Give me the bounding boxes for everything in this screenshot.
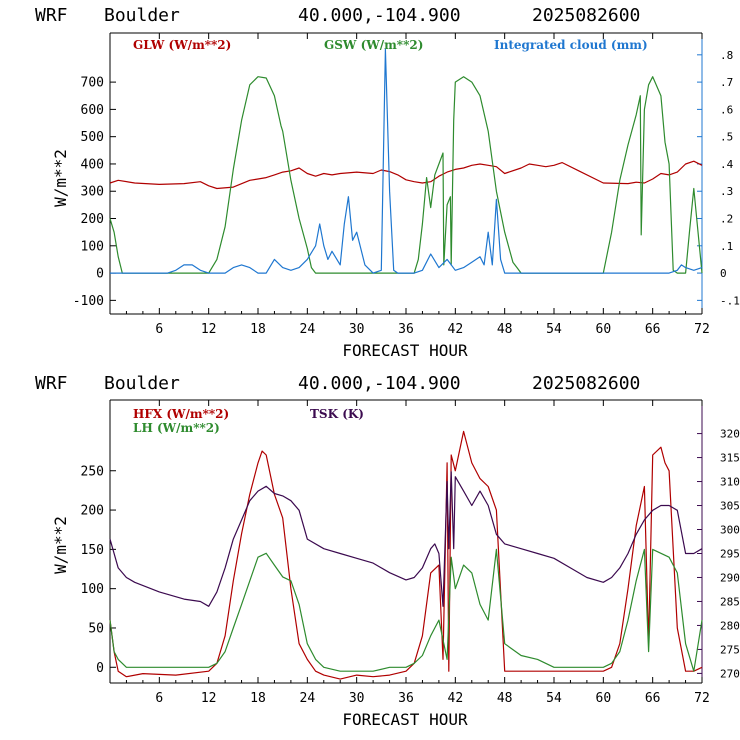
bottom-x-tick-label: 48	[497, 691, 513, 706]
top-right-tick-label: .6	[720, 103, 733, 116]
top-right-tick-label: .1	[720, 240, 733, 253]
bottom-series-b-line	[109, 548, 703, 672]
legend-gsw: GSW (W/m**2)	[324, 38, 423, 52]
bottom-init-label: 2025082600	[532, 373, 640, 394]
bottom-y-tick-label: 100	[81, 582, 104, 597]
bottom-series-c-line	[109, 471, 703, 607]
top-x-tick-label: 48	[497, 322, 513, 337]
top-x-tick-label: 24	[300, 322, 316, 337]
top-site-label: Boulder	[104, 5, 180, 26]
top-x-tick-label: 66	[645, 322, 661, 337]
bottom-y-tick-label: 250	[81, 464, 104, 479]
top-x-axis-label: FORECAST HOUR	[342, 341, 468, 360]
top-panel-header: WRF Boulder 40.000,-104.900 2025082600	[35, 5, 640, 26]
legend-glw: GLW (W/m**2)	[133, 38, 231, 52]
top-coords-label: 40.000,-104.900	[298, 5, 461, 26]
bottom-x-tick-label: 18	[250, 691, 266, 706]
top-x-tick-label: 42	[448, 322, 464, 337]
top-right-tick-label: -.1	[720, 294, 740, 307]
legend-hfx: HFX (W/m**2)	[133, 407, 229, 421]
top-y-tick-label: 500	[81, 130, 104, 145]
top-right-tick-label: .3	[720, 185, 733, 198]
bottom-x-tick-label: 66	[645, 691, 661, 706]
top-series-group	[109, 48, 703, 274]
top-y-axis-label: W/m**2	[51, 149, 70, 207]
bottom-x-tick-label: 6	[155, 691, 163, 706]
top-y-tick-label: 100	[81, 239, 104, 254]
top-x-tick-label: 18	[250, 322, 266, 337]
bottom-right-tick-label: 305	[720, 500, 740, 513]
top-right-tick-label: .5	[720, 131, 733, 144]
top-right-tick-label: .7	[720, 76, 733, 89]
bottom-legend: HFX (W/m**2) LH (W/m**2) TSK (K)	[133, 407, 364, 435]
top-right-tick-label: .2	[720, 213, 733, 226]
bottom-right-tick-label: 300	[720, 524, 740, 537]
bottom-series-a-line	[109, 430, 703, 680]
top-y-tick-label: 700	[81, 76, 104, 91]
bottom-x-tick-label: 36	[398, 691, 414, 706]
legend-lh: LH (W/m**2)	[133, 421, 220, 435]
bottom-right-tick-label: 270	[720, 667, 740, 680]
top-right-tick-label: .8	[720, 49, 733, 62]
top-model-label: WRF	[35, 5, 68, 26]
bottom-x-tick-label: 60	[596, 691, 612, 706]
bottom-y-tick-label: 200	[81, 504, 104, 519]
bottom-right-tick-label: 285	[720, 595, 740, 608]
top-plot-frame	[109, 32, 703, 315]
bottom-tick-labels: 6 12 18 24 30 36 42 48 54 60 66 72 0 50 100 150 200 250 27…	[81, 428, 740, 706]
top-init-label: 2025082600	[532, 5, 640, 26]
top-x-tick-label: 36	[398, 322, 414, 337]
legend-tsk: TSK (K)	[310, 407, 364, 421]
bottom-y-tick-label: 0	[96, 661, 104, 676]
bottom-x-tick-label: 24	[300, 691, 316, 706]
bottom-x-tick-label: 42	[448, 691, 464, 706]
bottom-coords-label: 40.000,-104.900	[298, 373, 461, 394]
bottom-y-tick-label: 150	[81, 543, 104, 558]
top-series-c-line	[110, 48, 703, 274]
top-series-b-line	[109, 76, 703, 274]
top-y-tick-label: 0	[96, 267, 104, 282]
bottom-y-axis-label: W/m**2	[51, 516, 70, 574]
bottom-right-tick-label: 290	[720, 571, 740, 584]
top-tick-labels: 6 12 18 24 30 36 42 48 54 60 66 72 -100 0 100 200 300 400…	[73, 49, 740, 337]
bottom-right-tick-label: 275	[720, 643, 740, 656]
legend-integrated-cloud: Integrated cloud (mm)	[494, 38, 648, 52]
top-y-tick-label: 600	[81, 103, 104, 118]
top-x-tick-label: 12	[201, 322, 217, 337]
top-right-tick-label: .4	[720, 158, 734, 171]
bottom-right-tick-label: 315	[720, 452, 740, 465]
bottom-x-tick-label: 12	[201, 691, 217, 706]
bottom-x-tick-label: 72	[694, 691, 710, 706]
top-right-tick-label: 0	[720, 267, 727, 280]
top-y-tick-label: 400	[81, 157, 104, 172]
bottom-right-tick-label: 295	[720, 547, 740, 560]
top-x-tick-label: 30	[349, 322, 365, 337]
top-series-a-line	[109, 160, 703, 190]
bottom-x-tick-label: 54	[546, 691, 562, 706]
bottom-plot-frame	[109, 399, 703, 684]
bottom-x-axis-label: FORECAST HOUR	[342, 710, 468, 729]
bottom-right-tick-label: 320	[720, 428, 740, 441]
top-y-tick-label: -100	[73, 294, 104, 309]
top-x-tick-label: 6	[155, 322, 163, 337]
top-x-tick-label: 72	[694, 322, 710, 337]
top-legend: GLW (W/m**2) GSW (W/m**2) Integrated clo…	[133, 38, 648, 52]
bottom-panel-header: WRF Boulder 40.000,-104.900 2025082600	[35, 373, 640, 394]
bottom-right-tick-label: 310	[720, 476, 740, 489]
top-x-tick-label: 54	[546, 322, 562, 337]
top-y-tick-label: 200	[81, 212, 104, 227]
bottom-site-label: Boulder	[104, 373, 180, 394]
bottom-x-tick-label: 30	[349, 691, 365, 706]
bottom-series-group	[109, 430, 703, 680]
top-x-tick-label: 60	[596, 322, 612, 337]
top-y-tick-label: 300	[81, 185, 104, 200]
bottom-right-tick-label: 280	[720, 619, 740, 632]
bottom-model-label: WRF	[35, 373, 68, 394]
bottom-y-tick-label: 50	[88, 621, 104, 636]
